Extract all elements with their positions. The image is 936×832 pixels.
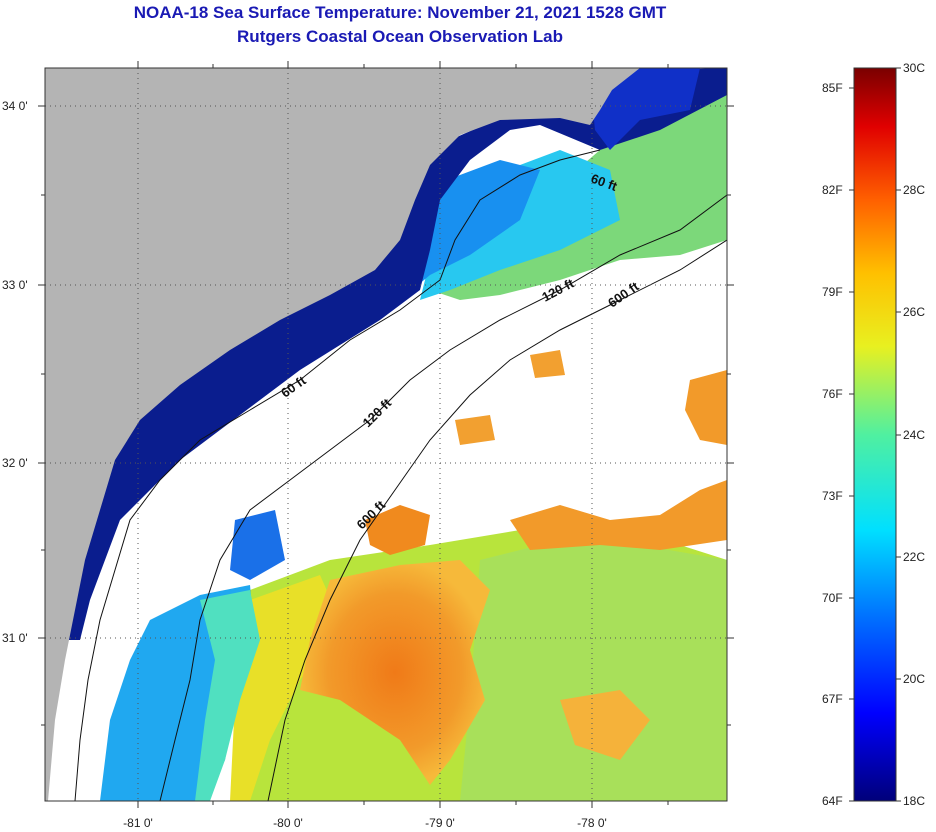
- colorbar-f-85: 85F: [822, 81, 843, 95]
- sst-blue-patch-west: [230, 510, 285, 580]
- map-grid: [45, 68, 727, 801]
- land-mass: [45, 68, 640, 801]
- sst-orange-south: [560, 690, 650, 760]
- map-area: [45, 68, 727, 801]
- colorbar-f-79: 79F: [822, 285, 843, 299]
- map-title: NOAA-18 Sea Surface Temperature: Novembe…: [133, 3, 667, 22]
- sst-cyan-shelf: [195, 590, 260, 801]
- colorbar-c-28: 28C: [903, 183, 925, 197]
- sst-orange-patch-mid: [455, 415, 495, 445]
- colorbar-c-18: 18C: [903, 794, 925, 808]
- colorbar-f-82: 82F: [822, 183, 843, 197]
- lon-tick-78: -78 0': [577, 816, 607, 830]
- colorbar-ticks: [849, 67, 901, 802]
- sst-cyan-north: [420, 150, 620, 300]
- colorbar-c-26: 26C: [903, 305, 925, 319]
- colorbar-f-70: 70F: [822, 591, 843, 605]
- map-subtitle: Rutgers Coastal Ocean Observation Lab: [237, 27, 563, 46]
- contour-600ft: [267, 239, 727, 801]
- sst-orange-east: [510, 480, 727, 550]
- lat-tick-32: 32 0': [2, 456, 28, 470]
- lat-tick-31: 31 0': [2, 631, 28, 645]
- colorbar-f-73: 73F: [822, 489, 843, 503]
- lon-tick-80: -80 0': [273, 816, 303, 830]
- colorbar: [853, 67, 897, 802]
- colorbar-f-64: 64F: [822, 794, 843, 808]
- sst-orange-patch-small: [530, 350, 565, 378]
- sst-orange-patch-east: [685, 370, 727, 445]
- map-tick-marks: [38, 61, 734, 808]
- sst-orange-patch-north: [365, 505, 430, 555]
- colorbar-c-30: 30C: [903, 61, 925, 75]
- lon-tick-79: -79 0': [425, 816, 455, 830]
- map-frame: [44, 67, 728, 802]
- contour-120ft: [159, 194, 727, 801]
- lat-tick-33: 33 0': [2, 278, 28, 292]
- colorbar-c-22: 22C: [903, 550, 925, 564]
- sst-cold-nearshore: [60, 68, 727, 640]
- contour-60ft: [74, 149, 601, 801]
- lon-tick-81: -81 0': [123, 816, 153, 830]
- sst-orange-core: [300, 560, 490, 785]
- colorbar-f-76: 76F: [822, 387, 843, 401]
- sst-green-east: [460, 540, 727, 801]
- colorbar-c-24: 24C: [903, 428, 925, 442]
- colorbar-f-67: 67F: [822, 692, 843, 706]
- colorbar-c-20: 20C: [903, 672, 925, 686]
- sst-cold-pocket-north: [590, 68, 700, 150]
- lat-tick-34: 34 0': [2, 99, 28, 113]
